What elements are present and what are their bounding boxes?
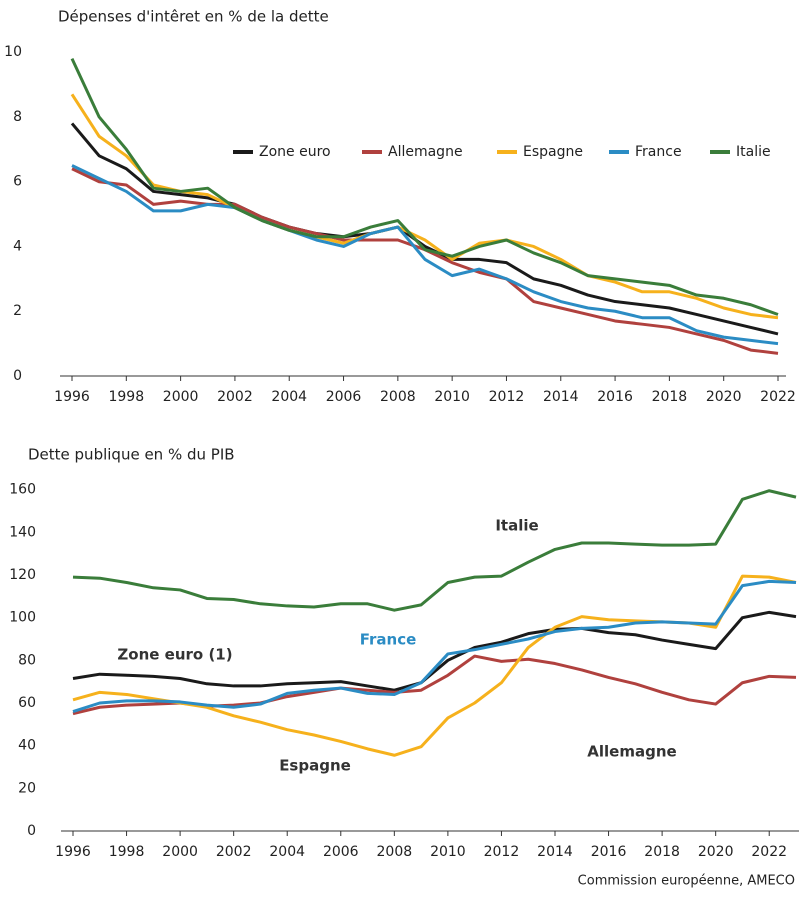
x-tick-label: 2014: [543, 389, 579, 405]
legend-label: Zone euro: [259, 144, 331, 160]
legend-label: Italie: [736, 144, 771, 160]
series-line: [72, 654, 797, 716]
legend-label: Allemagne: [388, 144, 463, 160]
series-line: [72, 489, 797, 612]
series-line: [72, 574, 797, 757]
y-tick-label: 8: [13, 109, 22, 125]
y-tick-label: 0: [13, 368, 22, 384]
series-line: [72, 579, 797, 713]
x-tick-label: 1996: [54, 389, 90, 405]
legend-label: Espagne: [523, 144, 583, 160]
x-tick-label: 1996: [55, 844, 91, 860]
chart-title: Dette publique en % du PIB: [28, 446, 235, 464]
series-line: [70, 93, 779, 320]
x-tick-label: 2010: [430, 844, 466, 860]
source: Commission européenne, AMECO: [578, 874, 795, 889]
x-tick-label: 2018: [644, 844, 680, 860]
series-line: [70, 122, 779, 336]
series-label: Italie: [495, 517, 538, 535]
series-label: Zone euro (1): [117, 646, 232, 664]
y-tick-label: 6: [13, 174, 22, 190]
y-tick-label: 80: [18, 652, 36, 668]
x-tick-label: 2020: [698, 844, 734, 860]
series-line: [71, 164, 779, 346]
x-tick-label: 2014: [537, 844, 573, 860]
x-tick-label: 2006: [323, 844, 359, 860]
series-label: Allemagne: [587, 743, 676, 761]
x-tick-label: 2008: [380, 389, 416, 405]
x-tick-label: 2002: [217, 389, 253, 405]
x-tick-label: 2022: [751, 844, 787, 860]
x-tick-label: 2016: [597, 389, 633, 405]
x-tick-label: 2000: [162, 844, 198, 860]
x-tick-label: 2018: [652, 389, 688, 405]
x-tick-label: 2008: [377, 844, 413, 860]
x-tick-label: 2022: [760, 389, 796, 405]
x-tick-label: 2012: [484, 844, 520, 860]
x-tick-label: 2004: [271, 389, 307, 405]
legend-label: France: [635, 144, 682, 160]
y-tick-label: 100: [9, 610, 36, 626]
x-tick-label: 2004: [269, 844, 305, 860]
y-tick-label: 60: [18, 695, 36, 711]
x-tick-label: 2012: [489, 389, 525, 405]
y-tick-label: 4: [13, 238, 22, 254]
x-tick-label: 2000: [163, 389, 199, 405]
series-label: France: [360, 631, 417, 649]
y-tick-label: 2: [13, 303, 22, 319]
series-line: [70, 58, 779, 316]
x-tick-label: 1998: [109, 844, 145, 860]
y-tick-label: 20: [18, 780, 36, 796]
series-label: Espagne: [279, 757, 351, 775]
x-tick-label: 2020: [706, 389, 742, 405]
x-tick-label: 2016: [591, 844, 627, 860]
y-tick-label: 0: [27, 823, 36, 839]
y-tick-label: 160: [9, 482, 36, 498]
x-tick-label: 2006: [326, 389, 362, 405]
y-tick-label: 10: [4, 44, 22, 60]
x-tick-label: 2002: [216, 844, 252, 860]
x-tick-label: 1998: [108, 389, 144, 405]
y-tick-label: 140: [9, 524, 36, 540]
series-line: [72, 610, 797, 692]
chart-title: Dépenses d'intêret en % de la dette: [58, 8, 329, 26]
x-tick-label: 2010: [434, 389, 470, 405]
y-tick-label: 120: [9, 567, 36, 583]
y-tick-label: 40: [18, 738, 36, 754]
